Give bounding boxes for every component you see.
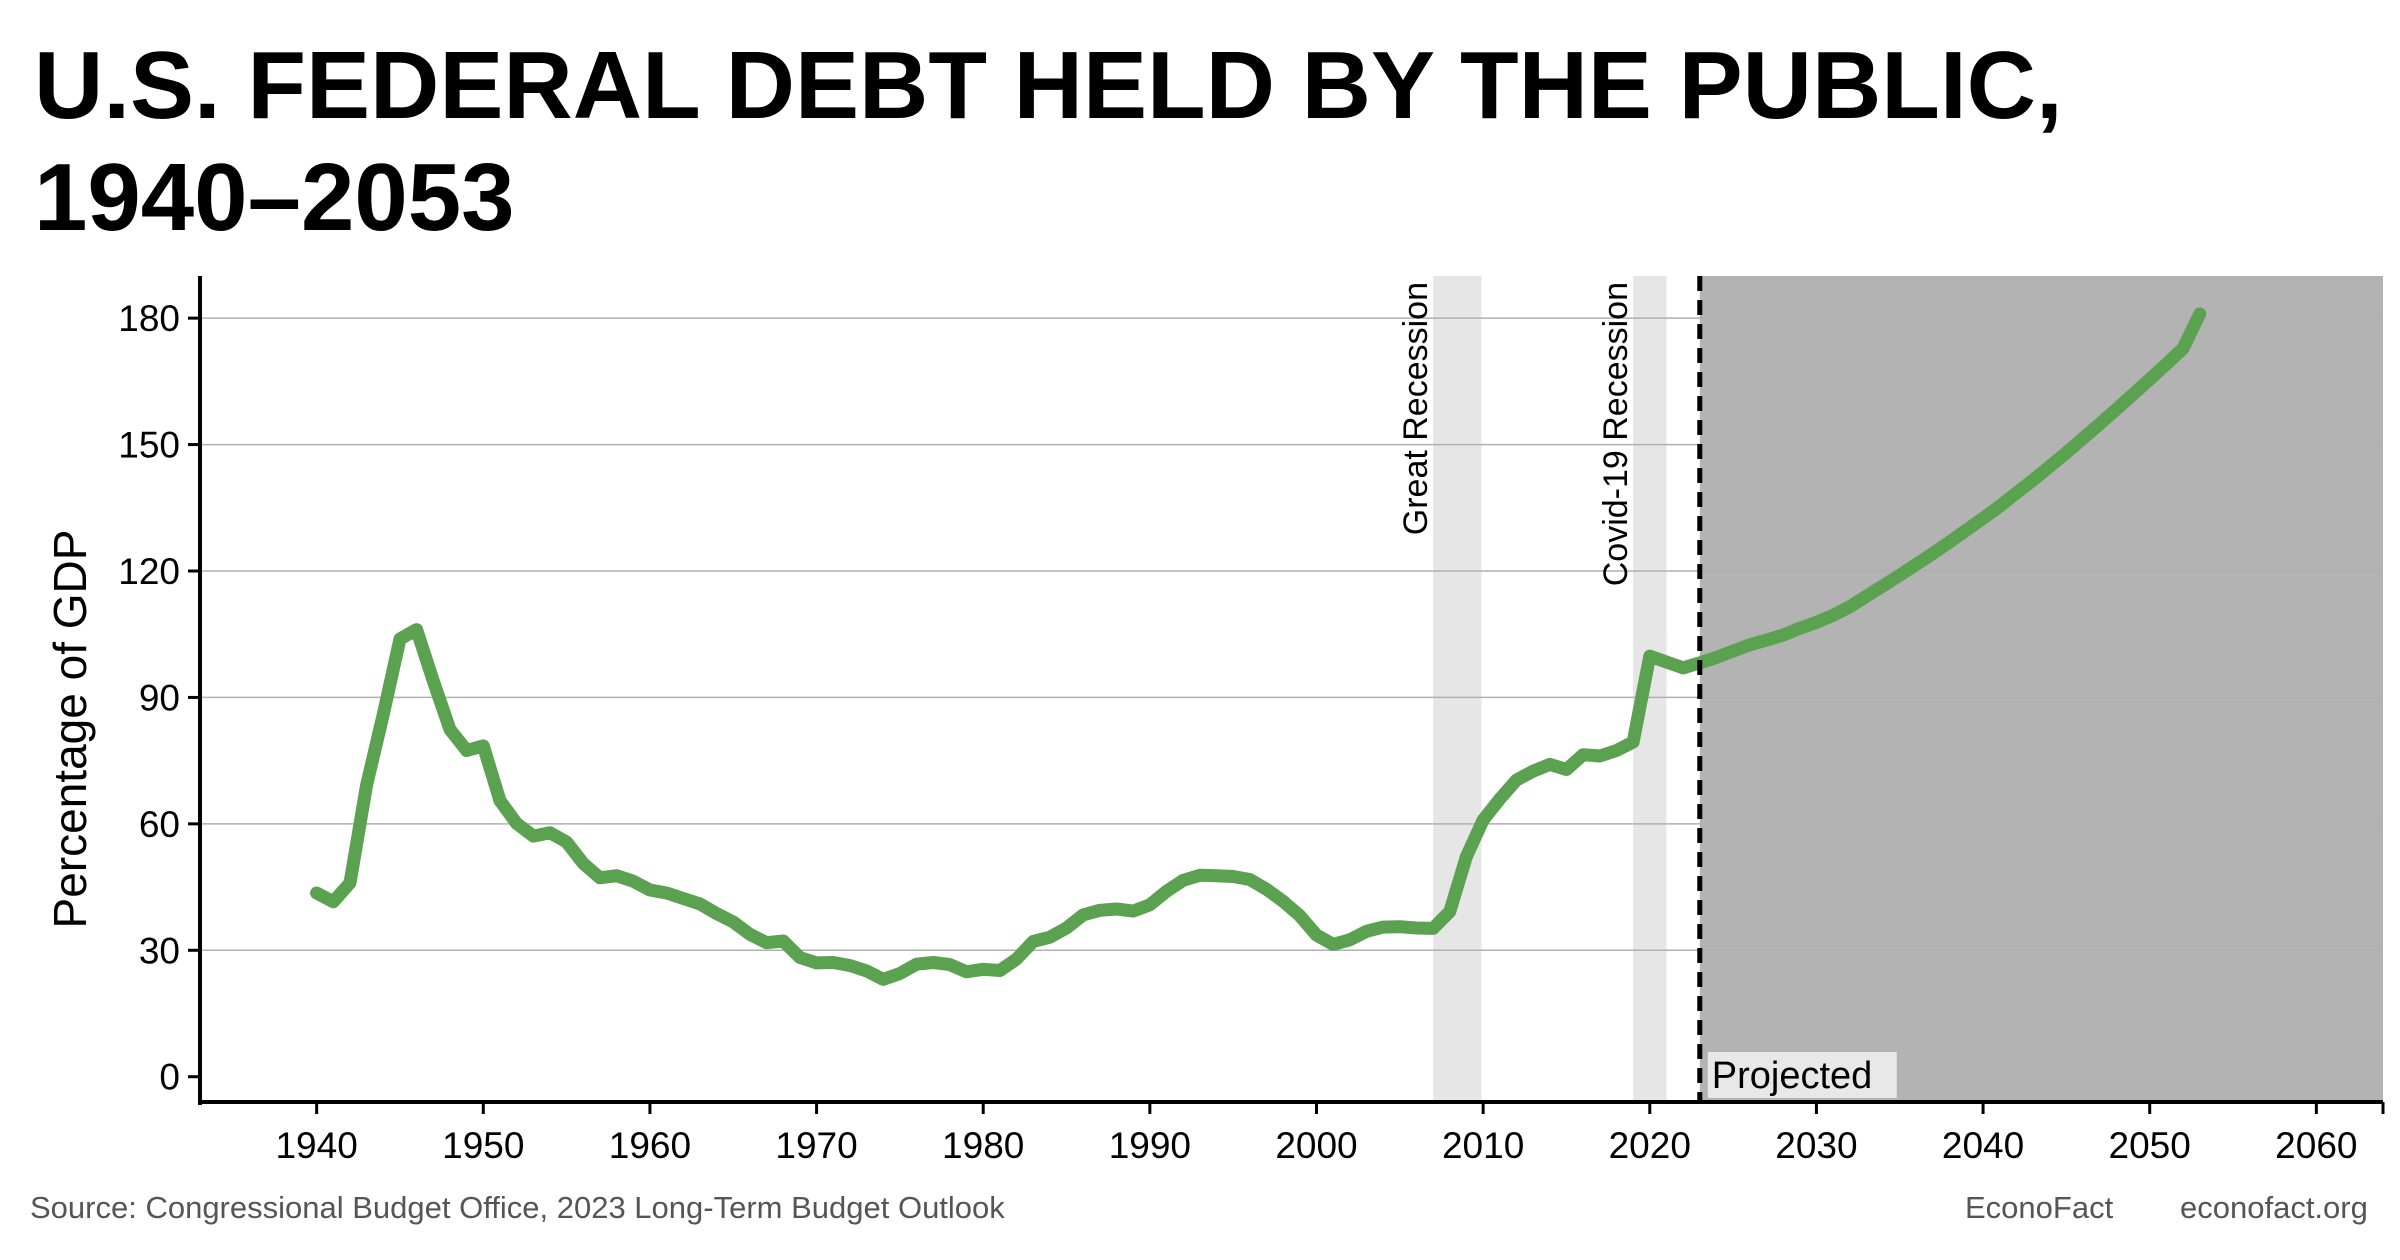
shaded-regions xyxy=(1433,276,2383,1102)
x-tick-label-2010: 2010 xyxy=(1442,1125,1524,1166)
chart-title-line-2: 1940–2053 xyxy=(34,144,515,251)
site-url: econofact.org xyxy=(2180,1190,2368,1225)
series-layer xyxy=(310,307,2207,986)
y-tick-label-180: 180 xyxy=(118,298,180,339)
y-tick-label-150: 150 xyxy=(118,425,180,466)
x-tick-label-2000: 2000 xyxy=(1275,1125,1357,1166)
x-tick-label-1960: 1960 xyxy=(609,1125,691,1166)
brand-name: EconoFact xyxy=(1965,1190,2114,1225)
projected-label-bg xyxy=(1707,1052,1897,1098)
x-tick-label-2020: 2020 xyxy=(1609,1125,1691,1166)
projected-label: Projected xyxy=(1712,1055,1873,1097)
recession-label-covid-19-recession: Covid-19 Recession xyxy=(1597,282,1635,586)
debt-series-line xyxy=(310,307,2207,986)
y-tick-label-60: 60 xyxy=(139,804,180,845)
recession-band-great-recession xyxy=(1433,276,1482,1102)
x-tick-label-1990: 1990 xyxy=(1109,1125,1191,1166)
chart-title: U.S. FEDERAL DEBT HELD BY THE PUBLIC, 19… xyxy=(34,30,2334,254)
y-tick-label-90: 90 xyxy=(139,677,180,718)
x-tick-label-2030: 2030 xyxy=(1775,1125,1857,1166)
y-tick-label-120: 120 xyxy=(118,551,180,592)
x-tick-label-1940: 1940 xyxy=(275,1125,357,1166)
x-tick-label-2060: 2060 xyxy=(2275,1125,2357,1166)
x-tick-label-1980: 1980 xyxy=(942,1125,1024,1166)
y-axis-label: Percentage of GDP xyxy=(44,530,96,929)
x-tick-label-2050: 2050 xyxy=(2109,1125,2191,1166)
axes xyxy=(188,276,2385,1114)
chart-labels: Great Recession Covid-19 Recession 0 30 60 90… xyxy=(44,282,2357,1166)
chart-title-line-1: U.S. FEDERAL DEBT HELD BY THE PUBLIC, xyxy=(34,32,2063,139)
y-tick-label-30: 30 xyxy=(139,930,180,971)
source-note: Source: Congressional Budget Office, 202… xyxy=(30,1190,1005,1225)
projected-shade xyxy=(1699,276,2383,1102)
recession-label-great-recession: Great Recession xyxy=(1397,282,1435,535)
x-tick-label-1970: 1970 xyxy=(775,1125,857,1166)
x-tick-label-2040: 2040 xyxy=(1942,1125,2024,1166)
y-tick-label-0: 0 xyxy=(159,1057,180,1098)
x-tick-label-1950: 1950 xyxy=(442,1125,524,1166)
gridlines xyxy=(200,317,2383,952)
projection-layer: Projected xyxy=(1697,276,1897,1102)
